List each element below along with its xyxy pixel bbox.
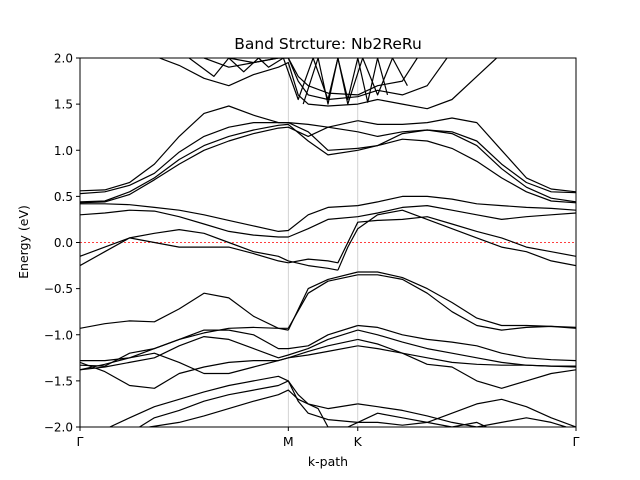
band-36	[109, 375, 358, 427]
band-18	[357, 129, 576, 194]
y-axis-label: Energy (eV)	[16, 205, 31, 279]
band-34	[80, 345, 358, 375]
x-tick-label: Γ	[77, 434, 84, 449]
band-25	[228, 58, 418, 96]
band-14	[357, 195, 576, 211]
band-26	[188, 58, 408, 105]
band-17	[80, 105, 358, 192]
y-tick-label: 0.0	[54, 236, 73, 250]
y-axis: −2.0 −1.5 −1.0 −0.5 0.0 0.5 1.0 1.5 2.0	[44, 52, 80, 435]
band-9	[80, 237, 289, 267]
band-21	[80, 126, 358, 204]
y-tick-label: −1.0	[44, 328, 73, 342]
y-tick-label: −2.0	[44, 421, 73, 435]
band-23	[159, 58, 498, 110]
band-38	[139, 380, 358, 427]
band-5	[287, 271, 358, 331]
band-2	[287, 274, 358, 329]
y-tick-label: 1.0	[54, 144, 73, 158]
band-37	[357, 398, 576, 427]
band-lines	[80, 58, 576, 427]
band-3	[357, 274, 576, 331]
band-27	[302, 58, 389, 105]
y-tick-label: 0.5	[54, 190, 73, 204]
band-13	[80, 203, 358, 232]
band-7	[80, 229, 339, 271]
y-tick-label: 2.0	[54, 52, 73, 66]
band-20	[357, 138, 576, 204]
band-29	[357, 324, 576, 362]
band-22	[357, 129, 576, 203]
y-tick-label: −0.5	[44, 282, 73, 296]
band-40	[149, 389, 359, 427]
chart-title: Band Strcture: Nb2ReRu	[234, 35, 422, 53]
band-8	[337, 209, 576, 271]
y-tick-label: 1.5	[54, 98, 73, 112]
x-tick-label: K	[354, 434, 363, 449]
band-19	[80, 123, 358, 203]
band-32	[80, 338, 358, 389]
x-axis-label: k-path	[308, 454, 348, 469]
x-tick-label: M	[283, 434, 294, 449]
band-33	[357, 338, 576, 389]
band-4	[80, 292, 289, 331]
band-35	[357, 345, 576, 367]
band-16	[357, 117, 576, 193]
band-41	[357, 412, 487, 427]
band-12	[357, 205, 576, 220]
band-15	[80, 120, 358, 195]
band-6	[357, 271, 576, 329]
y-tick-label: −1.5	[44, 374, 73, 388]
x-tick-label: Γ	[573, 434, 580, 449]
band-28	[80, 324, 358, 362]
band-10	[288, 216, 576, 264]
band-30	[80, 329, 358, 371]
band-11	[80, 209, 358, 238]
